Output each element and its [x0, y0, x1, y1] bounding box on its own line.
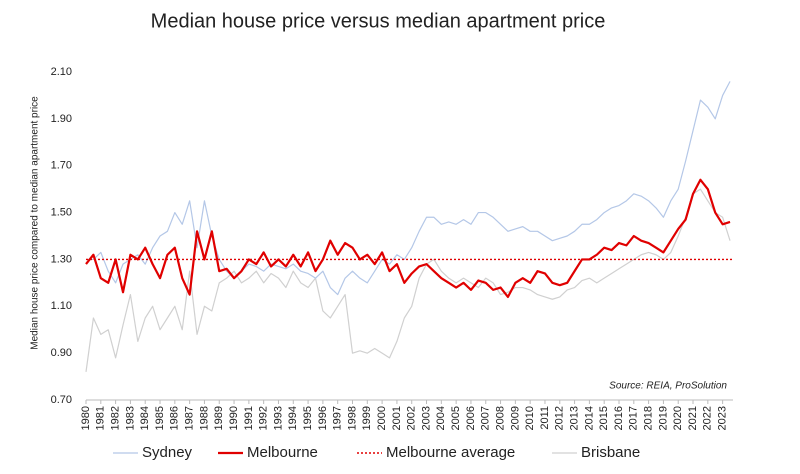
legend-label: Brisbane [581, 444, 640, 461]
x-tick-label: 2022 [702, 406, 714, 430]
x-tick-label: 1985 [154, 406, 166, 430]
legend-label: Melbourne [247, 444, 318, 461]
x-tick-label: 1983 [124, 406, 136, 430]
legend-label: Sydney [142, 444, 193, 461]
x-tick-label: 2000 [376, 406, 388, 430]
x-tick-label: 2015 [598, 406, 610, 430]
y-tick-label: 1.30 [51, 253, 72, 265]
x-tick-label: 1999 [361, 406, 373, 430]
x-tick-label: 1986 [169, 406, 181, 430]
x-tick-label: 1996 [317, 406, 329, 430]
x-tick-label: 1993 [272, 406, 284, 430]
x-tick-label: 1991 [243, 406, 255, 430]
y-axis-label: Median house price compared to median ap… [30, 96, 41, 350]
x-tick-label: 2020 [672, 406, 684, 430]
y-tick-label: 1.10 [51, 300, 72, 312]
x-tick-label: 2017 [628, 406, 640, 430]
x-tick-label: 2009 [509, 406, 521, 430]
x-tick-label: 1997 [332, 406, 344, 430]
y-tick-label: 0.90 [51, 347, 72, 359]
x-tick-label: 2013 [568, 406, 580, 430]
x-tick-label: 2021 [687, 406, 699, 430]
y-tick-label: 1.70 [51, 160, 72, 172]
x-tick-label: 1992 [258, 406, 270, 430]
x-tick-label: 1987 [184, 406, 196, 430]
x-tick-label: 2003 [420, 406, 432, 430]
x-tick-label: 2008 [494, 406, 506, 430]
x-tick-label: 2004 [435, 406, 447, 430]
x-tick-label: 2014 [583, 406, 595, 430]
x-tick-label: 1990 [228, 406, 240, 430]
y-tick-label: 2.10 [51, 66, 72, 78]
x-tick-label: 1995 [302, 406, 314, 430]
y-tick-label: 1.90 [51, 113, 72, 125]
chart-title: Median house price versus median apartme… [151, 10, 606, 32]
x-tick-label: 2010 [524, 406, 536, 430]
x-tick-label: 2023 [717, 406, 729, 430]
x-tick-label: 2019 [657, 406, 669, 430]
x-tick-label: 2016 [613, 406, 625, 430]
x-tick-label: 2002 [406, 406, 418, 430]
x-tick-label: 1981 [95, 406, 107, 430]
legend-label: Melbourne average [386, 444, 515, 461]
x-tick-label: 2012 [554, 406, 566, 430]
x-tick-label: 1994 [287, 406, 299, 430]
x-tick-label: 2011 [539, 406, 551, 430]
series-line [85, 188, 731, 372]
y-tick-label: 0.70 [51, 394, 72, 406]
source-note: Source: REIA, ProSolution [609, 381, 727, 392]
x-tick-label: 1980 [80, 406, 92, 430]
x-tick-label: 1998 [346, 406, 358, 430]
x-tick-label: 1982 [110, 406, 122, 430]
series-line [85, 178, 731, 299]
x-tick-label: 2005 [450, 406, 462, 430]
x-tick-label: 1989 [213, 406, 225, 430]
x-tick-label: 2018 [643, 406, 655, 430]
x-tick-label: 2006 [465, 406, 477, 430]
x-tick-label: 2007 [480, 406, 492, 430]
x-tick-label: 2001 [391, 406, 403, 430]
x-tick-label: 1988 [198, 406, 210, 430]
x-tick-label: 1984 [139, 406, 151, 430]
series-line [86, 81, 731, 296]
y-tick-label: 1.50 [51, 206, 72, 218]
